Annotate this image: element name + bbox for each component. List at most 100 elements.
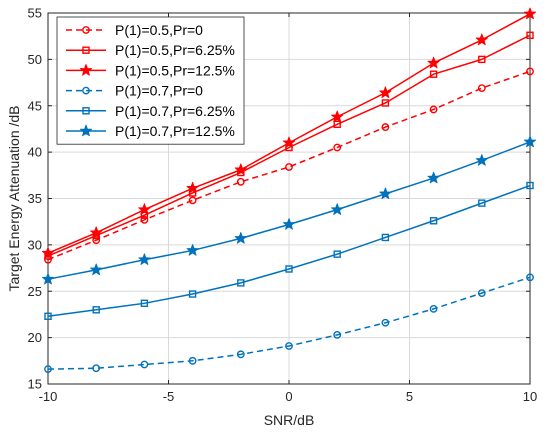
data-point-star: [138, 203, 151, 215]
x-tick-label: -5: [163, 389, 175, 404]
data-point-circle: [236, 177, 245, 186]
legend-marker-circle: [82, 26, 90, 34]
data-point-circle: [477, 289, 486, 298]
data-point-star: [282, 136, 296, 149]
series-4: [44, 273, 534, 374]
data-point-square: [478, 199, 486, 207]
data-point-square: [140, 299, 149, 308]
data-point-circle: [526, 273, 534, 282]
x-tick-label: -10: [39, 389, 58, 404]
data-point-circle: [429, 304, 438, 313]
data-point-star: [427, 56, 440, 69]
legend-box: [56, 16, 245, 145]
data-point-square: [237, 279, 245, 287]
data-point-star: [90, 263, 103, 276]
data-point-star: [475, 154, 488, 166]
data-point-square: [381, 99, 390, 107]
data-point-star: [523, 7, 537, 20]
data-point-square: [44, 312, 52, 320]
series-line: [47, 184, 531, 318]
legend-marker-star: [79, 124, 93, 137]
legend: P(1)=0.5,Pr=0 P(1)=0.5,Pr=6.25% P(1)=0.5,P…: [56, 16, 245, 145]
y-tick-label: 25: [28, 284, 42, 299]
data-point-square: [188, 290, 197, 298]
data-point-star: [41, 272, 55, 285]
data-point-circle: [140, 360, 149, 369]
data-point-square: [526, 31, 534, 39]
data-point-star: [282, 218, 296, 230]
data-point-square: [526, 181, 534, 190]
legend-entry: P(1)=0.7,Pr=6.25%: [66, 103, 235, 119]
legend-entry: P(1)=0.5,Pr=12.5%: [66, 62, 235, 78]
data-point-circle: [381, 123, 390, 131]
data-point-star: [427, 171, 440, 184]
data-point-circle: [477, 84, 486, 93]
data-point-circle: [285, 342, 293, 350]
data-point-square: [429, 217, 438, 225]
legend-label: P(1)=0.7,Pr=6.25%: [115, 103, 235, 119]
data-point-circle: [188, 196, 197, 205]
data-point-star: [138, 253, 151, 265]
data-point-circle: [140, 215, 149, 224]
legend-label: P(1)=0.5,Pr=6.25%: [115, 42, 235, 58]
data-point-circle: [92, 236, 101, 245]
data-point-star: [90, 226, 103, 239]
legend-entry: P(1)=0.7,Pr=12.5%: [66, 123, 235, 139]
y-tick-label: 15: [28, 377, 42, 392]
y-tick-label: 30: [28, 237, 42, 252]
y-tick-label: 55: [28, 6, 42, 21]
data-point-star: [475, 33, 488, 46]
data-point-circle: [429, 105, 438, 114]
series-1: [44, 67, 534, 264]
legend-label: P(1)=0.5,Pr=12.5%: [115, 62, 235, 78]
data-point-square: [285, 265, 293, 273]
data-point-circle: [526, 67, 534, 76]
data-point-square: [333, 250, 341, 258]
data-point-star: [234, 231, 247, 244]
data-point-star: [331, 203, 344, 215]
series-5: [44, 181, 534, 320]
data-point-star: [186, 244, 199, 256]
series-6: [41, 135, 537, 285]
x-tick-label: 10: [523, 389, 537, 404]
legend-marker-square: [82, 107, 90, 115]
y-tick-label: 50: [28, 52, 42, 67]
series-group: [41, 7, 537, 374]
legend-entry: P(1)=0.7,Pr=0: [66, 83, 203, 99]
data-point-star: [379, 86, 392, 99]
axes: -10 -5 0 5 10 15 20 25 30 35 40 45 50 55: [28, 6, 538, 405]
x-tick-label: 5: [406, 389, 413, 404]
legend-label: P(1)=0.7,Pr=12.5%: [115, 123, 235, 139]
data-point-star: [234, 163, 247, 176]
series-line: [47, 70, 531, 261]
data-point-circle: [333, 143, 342, 152]
data-point-square: [333, 120, 341, 129]
legend-label: P(1)=0.5,Pr=0: [115, 22, 203, 38]
data-point-star: [41, 246, 55, 259]
data-point-star: [186, 181, 199, 194]
data-point-circle: [285, 163, 293, 171]
y-axis-label: Target Energy Attenuation /dB: [6, 105, 22, 291]
data-point-circle: [44, 365, 52, 374]
legend-marker-star: [79, 64, 93, 76]
data-point-square: [381, 233, 390, 242]
data-point-square: [429, 70, 438, 78]
y-tick-label: 35: [28, 191, 42, 206]
data-point-square: [92, 306, 100, 314]
x-axis-label: SNR/dB: [264, 412, 315, 428]
series-line: [47, 276, 531, 370]
x-tick-label: 0: [285, 389, 292, 404]
data-point-circle: [236, 350, 245, 359]
data-point-circle: [381, 318, 390, 327]
series-3: [41, 7, 537, 259]
data-point-circle: [44, 255, 52, 264]
legend-label: P(1)=0.7,Pr=0: [115, 83, 203, 99]
data-point-circle: [92, 364, 101, 373]
data-point-star: [331, 110, 344, 123]
data-point-square: [478, 55, 486, 64]
y-tick-label: 40: [28, 145, 42, 160]
data-point-circle: [333, 330, 342, 339]
y-tick-label: 20: [28, 330, 42, 345]
data-point-star: [379, 187, 392, 200]
legend-marker-circle: [82, 86, 90, 95]
